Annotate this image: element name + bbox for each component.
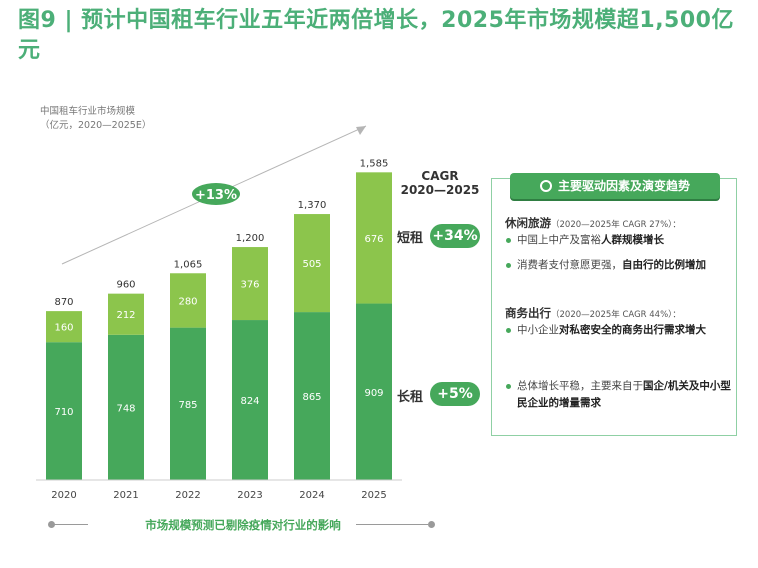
gear-icon <box>539 179 552 192</box>
x-tick-2020: 2020 <box>51 490 76 501</box>
value-label-short-2025: 676 <box>364 234 383 245</box>
bar-long-2021 <box>108 334 144 480</box>
value-label-long-2022: 785 <box>178 400 197 411</box>
bar-short-2025 <box>356 172 392 304</box>
leisure-bullet-1-emphasis: 人群规模增长 <box>601 234 664 246</box>
bar-short-2024 <box>294 214 330 313</box>
long-rent-cagr-pill: +5% <box>430 382 480 406</box>
cagr-header: CAGR 2020—2025 <box>400 169 480 197</box>
leisure-title-text: 休闲旅游 <box>505 216 551 230</box>
x-tick-2024: 2024 <box>299 490 324 501</box>
business-title-text: 商务出行 <box>505 306 551 320</box>
footnote-line-left <box>54 524 88 525</box>
trend-arrow-head <box>356 126 366 135</box>
value-label-long-2020: 710 <box>54 407 73 418</box>
long-rent-bullet-1: 总体增长平稳，主要来自于国企/机关及中小型民企业的增量需求 <box>505 378 737 412</box>
leisure-bullet-2-emphasis: 自由行的比例增加 <box>622 259 706 271</box>
long-rent-bullet-1-emphasis: 国企/机关及中小型民企业的增量需求 <box>517 380 731 409</box>
drivers-header: 主要驱动因素及演变趋势 <box>510 173 720 199</box>
business-bullet-1-text: 中小企业 <box>517 324 559 336</box>
leisure-bullet-2: 消费者支付意愿更强，自由行的比例增加 <box>505 257 737 274</box>
bar-long-2024 <box>294 312 330 480</box>
bar-short-2020 <box>46 311 82 343</box>
value-label-short-2021: 212 <box>116 310 135 321</box>
business-bullet-1-emphasis: 对私密安全的商务出行需求增大 <box>559 324 706 336</box>
value-label-long-2025: 909 <box>364 388 383 399</box>
bar-long-2023 <box>232 320 268 480</box>
total-label-2020: 870 <box>54 297 73 308</box>
footnote-line-right <box>356 524 428 525</box>
short-rent-label: 短租 <box>397 231 424 246</box>
cagr-title: CAGR <box>421 169 459 183</box>
chart-unit: （亿元，2020—2025E） <box>40 120 152 131</box>
business-cagr: （2020—2025年 CAGR 44%）： <box>551 310 681 320</box>
x-tick-2022: 2022 <box>175 490 200 501</box>
value-label-short-2023: 376 <box>240 280 259 291</box>
footnote-dot-left <box>48 521 55 528</box>
footnote: 市场规模预测已剔除疫情对行业的影响 <box>145 518 341 532</box>
total-label-2021: 960 <box>116 280 135 291</box>
bar-long-2025 <box>356 303 392 480</box>
value-label-long-2021: 748 <box>116 403 135 414</box>
x-tick-2023: 2023 <box>237 490 262 501</box>
leisure-title: 休闲旅游（2020—2025年 CAGR 27%）： <box>505 215 681 231</box>
chart-title-block: 中国租车行业市场规模 （亿元，2020—2025E） <box>40 105 151 133</box>
business-title: 商务出行（2020—2025年 CAGR 44%）： <box>505 305 681 321</box>
bar-long-2020 <box>46 342 82 480</box>
value-label-short-2020: 160 <box>54 323 73 334</box>
drivers-panel <box>491 178 737 436</box>
leisure-bullet-1: 中国上中产及富裕人群规模增长 <box>505 232 737 249</box>
figure-title: 图9 | 预计中国租车行业五年近两倍增长，2025年市场规模超1,500亿元 <box>18 8 734 63</box>
bar-short-2023 <box>232 247 268 321</box>
cagr-period: 2020—2025 <box>400 183 480 197</box>
short-rent-cagr-pill: +34% <box>430 224 480 248</box>
bar-short-2022 <box>170 273 206 328</box>
footnote-dot-right <box>428 521 435 528</box>
long-rent-bullet-1-text: 总体增长平稳，主要来自于 <box>517 380 643 392</box>
total-label-2024: 1,370 <box>298 200 327 211</box>
growth-pill <box>192 183 240 205</box>
value-label-short-2024: 505 <box>302 259 321 270</box>
total-label-2025: 1,585 <box>360 158 389 169</box>
leisure-cagr: （2020—2025年 CAGR 27%）： <box>551 220 681 230</box>
value-label-short-2022: 280 <box>178 296 197 307</box>
value-label-long-2024: 865 <box>302 392 321 403</box>
leisure-bullet-2-text: 消费者支付意愿更强， <box>517 259 622 271</box>
total-label-2022: 1,065 <box>174 259 203 270</box>
bar-short-2021 <box>108 293 144 335</box>
leisure-bullet-1-text: 中国上中产及富裕 <box>517 234 601 246</box>
growth-label: +13% <box>195 188 237 203</box>
x-tick-2025: 2025 <box>361 490 386 501</box>
drivers-header-text: 主要驱动因素及演变趋势 <box>557 179 690 193</box>
bar-long-2022 <box>170 327 206 480</box>
long-rent-label: 长租 <box>397 390 424 405</box>
value-label-long-2023: 824 <box>240 396 259 407</box>
chart-title: 中国租车行业市场规模 <box>40 106 136 117</box>
total-label-2023: 1,200 <box>236 233 265 244</box>
x-tick-2021: 2021 <box>113 490 138 501</box>
business-bullet-1: 中小企业对私密安全的商务出行需求增大 <box>505 322 737 339</box>
